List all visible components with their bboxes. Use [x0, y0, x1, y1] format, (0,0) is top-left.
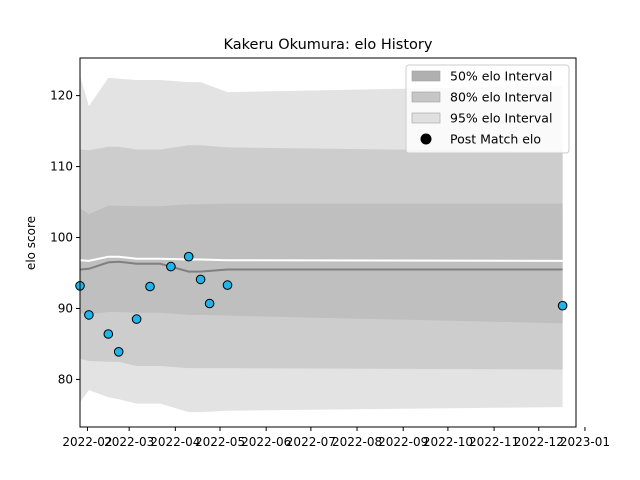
legend-swatch-1	[411, 91, 441, 103]
x-tick-label-4: 2022-06	[241, 435, 291, 449]
x-tick-label-2: 2022-04	[150, 435, 200, 449]
legend-marker-3	[420, 133, 432, 145]
x-tick-label-1: 2022-03	[104, 435, 154, 449]
data-point-9	[204, 298, 215, 309]
y-tick-label-4: 120	[50, 89, 73, 103]
legend-label-2: 95% elo Interval	[450, 111, 552, 126]
data-point-6	[166, 261, 176, 272]
x-tick-label-6: 2022-08	[332, 435, 382, 449]
legend-label-3: Post Match elo	[450, 132, 541, 147]
x-tick-label-8: 2022-10	[423, 435, 473, 449]
data-point-11	[557, 300, 568, 311]
x-tick-label-3: 2022-05	[195, 435, 245, 449]
x-tick-label-10: 2022-12	[514, 435, 564, 449]
x-tick-label-7: 2022-09	[378, 435, 428, 449]
x-tick-label-9: 2022-11	[469, 435, 519, 449]
legend-swatch-0	[411, 70, 441, 82]
x-tick-label-0: 2022-02	[62, 435, 112, 449]
data-point-7	[183, 251, 194, 262]
data-point-1	[84, 310, 94, 320]
series-line-1	[79, 255, 563, 262]
data-point-4	[131, 314, 142, 324]
y-tick-label-1: 90	[58, 301, 73, 315]
data-point-3	[113, 347, 124, 357]
data-point-10	[222, 280, 233, 290]
legend-label-1: 80% elo Interval	[450, 90, 552, 105]
data-point-2	[103, 329, 114, 339]
x-tick-label-11: 2023-01	[560, 435, 610, 449]
axes-frame	[79, 57, 577, 428]
data-point-8	[195, 274, 206, 285]
chart-title: Kakeru Okumura: elo History	[224, 37, 433, 53]
y-tick-label-2: 100	[50, 231, 73, 245]
series-line-0	[79, 260, 563, 273]
band-2	[80, 203, 563, 324]
plot-area	[75, 75, 568, 413]
data-point-5	[145, 281, 155, 292]
legend: 50% elo Interval 80% elo Interval 95% elo …	[405, 64, 570, 154]
y-tick-label-0: 80	[58, 372, 73, 386]
x-tick-label-5: 2022-07	[286, 435, 336, 449]
legend-swatch-2	[411, 112, 441, 124]
y-axis-label: elo score	[24, 216, 38, 270]
legend-label-0: 50% elo Interval	[450, 69, 552, 84]
legend-frame	[405, 64, 570, 154]
y-tick-label-3: 110	[50, 160, 73, 174]
